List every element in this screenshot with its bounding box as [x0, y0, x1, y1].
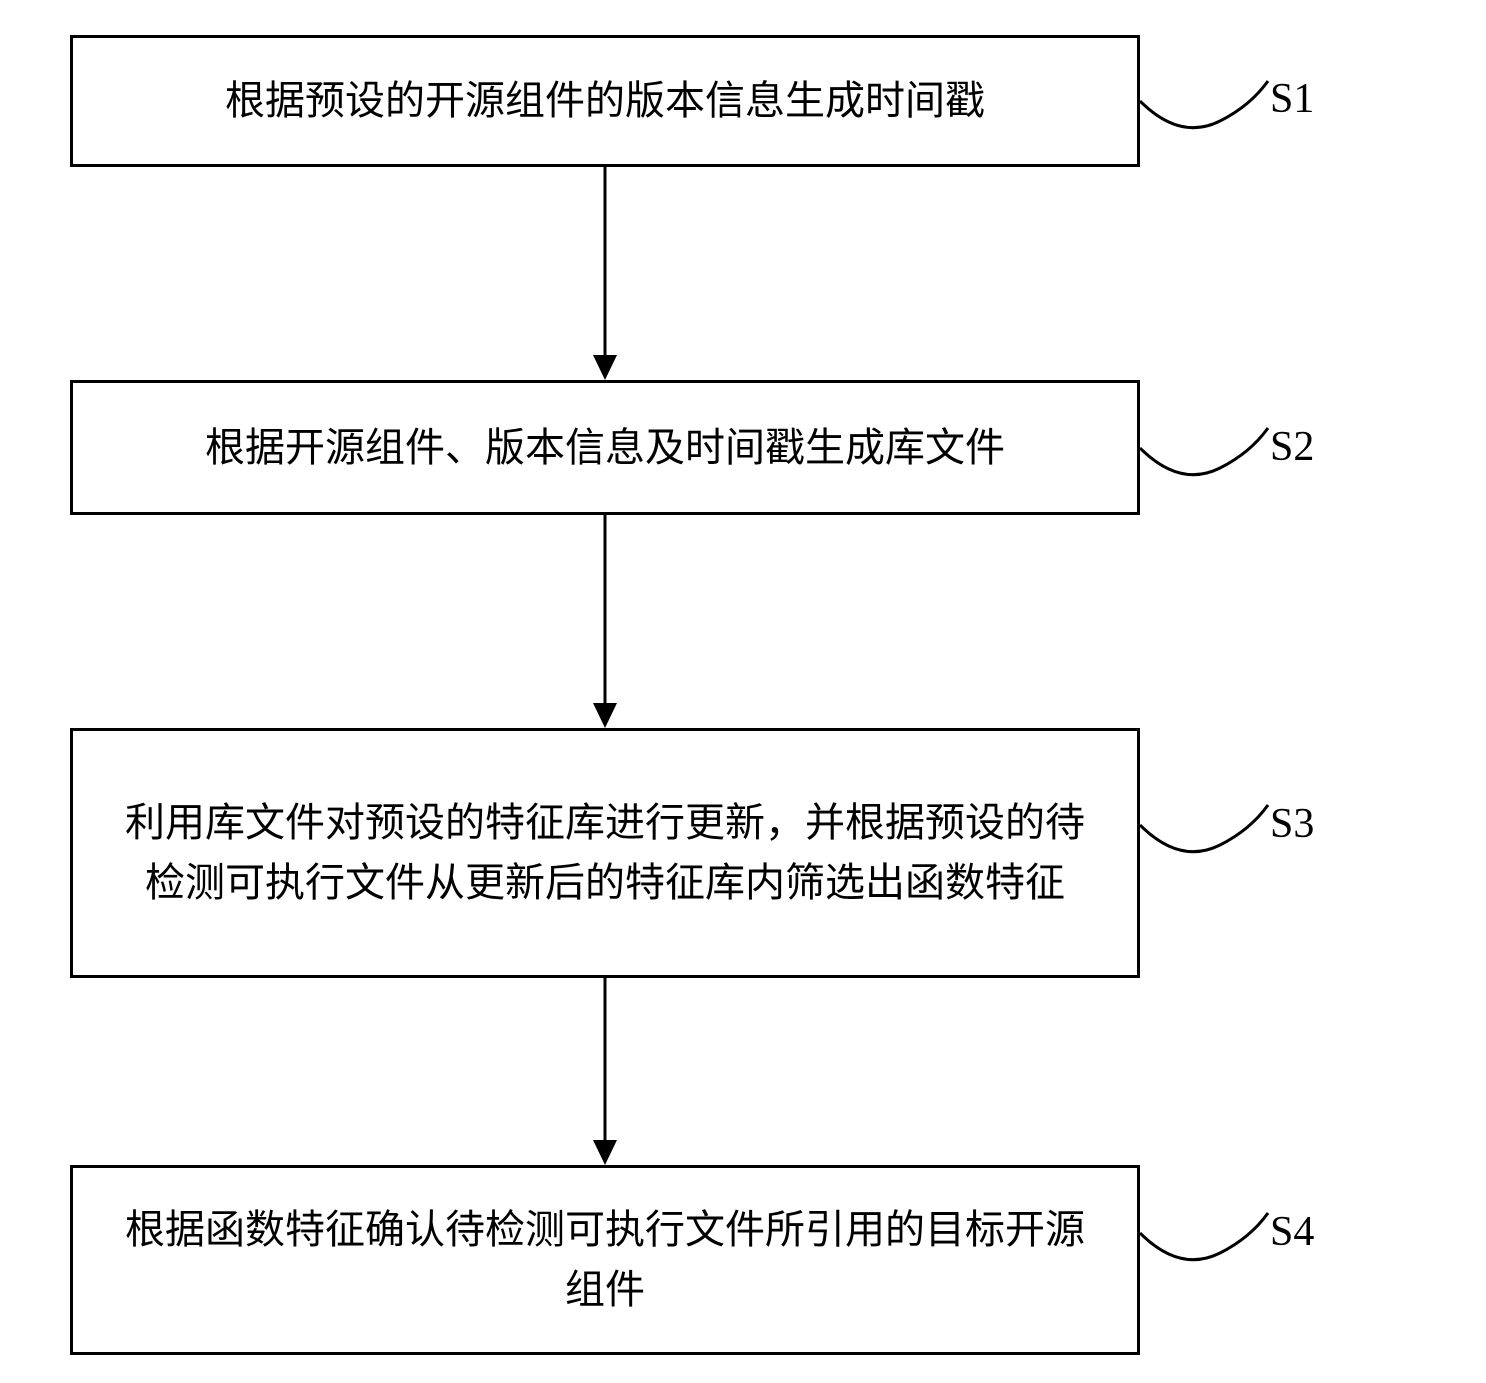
flowchart-node-s3: 利用库文件对预设的特征库进行更新，并根据预设的待检测可执行文件从更新后的特征库内…: [70, 728, 1140, 978]
label-connector-s2: [1140, 418, 1270, 488]
node-text: 利用库文件对预设的特征库进行更新，并根据预设的待检测可执行文件从更新后的特征库内…: [125, 793, 1085, 913]
label-connector-s1: [1140, 71, 1270, 141]
flowchart-node-s1: 根据预设的开源组件的版本信息生成时间戳: [70, 35, 1140, 167]
arrow-s3-s4: [590, 978, 620, 1165]
node-text: 根据开源组件、版本信息及时间戳生成库文件: [205, 418, 1005, 478]
flowchart-node-s2: 根据开源组件、版本信息及时间戳生成库文件: [70, 380, 1140, 515]
step-label-s3: S3: [1270, 800, 1314, 848]
label-connector-s4: [1140, 1203, 1270, 1273]
node-text: 根据函数特征确认待检测可执行文件所引用的目标开源组件: [125, 1200, 1085, 1320]
flowchart-node-s4: 根据函数特征确认待检测可执行文件所引用的目标开源组件: [70, 1165, 1140, 1355]
arrow-s2-s3: [590, 515, 620, 728]
step-label-s1: S1: [1270, 75, 1314, 123]
arrow-s1-s2: [590, 167, 620, 380]
step-label-s4: S4: [1270, 1208, 1314, 1256]
label-connector-s3: [1140, 795, 1270, 865]
step-label-s2: S2: [1270, 423, 1314, 471]
node-text: 根据预设的开源组件的版本信息生成时间戳: [225, 71, 985, 131]
